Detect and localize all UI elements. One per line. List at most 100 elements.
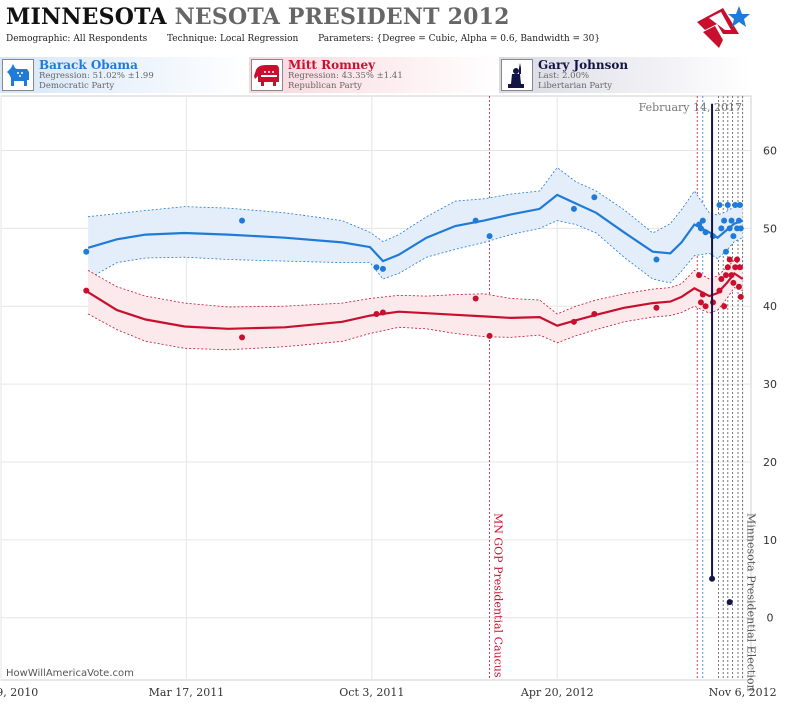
legend-johnson: Gary Johnson Last: 2.00% Libertarian Par… — [499, 57, 749, 93]
poll-point — [724, 202, 731, 209]
poll-point — [653, 304, 660, 311]
technique-value: Local Regression — [219, 34, 299, 44]
donkey-icon — [2, 59, 34, 91]
poll-point — [83, 248, 90, 255]
poll-point — [728, 272, 735, 279]
poll-point — [486, 332, 493, 339]
poll-point — [724, 264, 731, 271]
poll-point — [734, 256, 741, 263]
poll-point — [726, 256, 733, 263]
lower-bound-line — [87, 220, 743, 284]
date-stamp: February 14, 2017 — [639, 101, 742, 114]
x-tick-label: Mar 17, 2011 — [149, 686, 225, 699]
parameters-line: Demographic: All Respondents Technique: … — [6, 34, 600, 44]
y-tick-label: 10 — [763, 534, 777, 547]
y-tick-label: 60 — [763, 145, 777, 158]
y-tick-label: 30 — [763, 378, 777, 391]
poll-point — [570, 318, 577, 325]
poll-point — [702, 229, 709, 236]
lower-bound-line — [87, 287, 743, 351]
confidence-band — [88, 167, 743, 283]
poll-point — [486, 233, 493, 240]
poll-point — [730, 279, 737, 286]
poll-point — [735, 217, 742, 224]
poll-point — [716, 202, 723, 209]
upper-bound-line — [87, 259, 743, 315]
poll-point — [591, 311, 598, 318]
legend-romney: Mitt Romney Regression: 43.35% ±1.41 Rep… — [249, 57, 499, 93]
poll-point — [736, 202, 743, 209]
demographic-label: Demographic: — [6, 34, 71, 44]
romney-regression: Regression: 43.35% ±1.41 — [288, 71, 403, 81]
y-tick-label: 20 — [763, 456, 777, 469]
poll-point — [239, 334, 246, 341]
header: MINNESOTA NESOTA PRESIDENT 2012 Demograp… — [0, 0, 789, 56]
poll-point — [722, 248, 729, 255]
event-label: MN GOP Presidential Caucus — [492, 513, 505, 678]
x-tick-label: Oct 3, 2011 — [339, 686, 404, 699]
poll-point — [730, 233, 737, 240]
johnson-name: Gary Johnson — [538, 58, 629, 72]
poll-point — [570, 205, 577, 212]
obama-regression: Regression: 51.02% ±1.99 — [39, 71, 154, 81]
poll-chart: 0 10 20 30 40 50 60 Aug 29, 2010 Mar 17, 2011 Oct… — [0, 95, 777, 699]
poll-point — [702, 303, 709, 310]
demographic-value: All Respondents — [73, 34, 148, 44]
x-tick-label: Apr 20, 2012 — [520, 686, 594, 699]
elephant-icon — [251, 59, 283, 91]
title-race: NESOTA PRESIDENT 2012 — [174, 4, 510, 30]
poll-point — [728, 217, 735, 224]
upper-bound-line — [88, 167, 743, 243]
y-tick-label: 40 — [763, 300, 777, 313]
johnson-last: Last: 2.00% — [538, 71, 590, 81]
johnson-party: Libertarian Party — [538, 81, 613, 91]
title-state: MINNESOTA — [6, 4, 167, 30]
obama-party: Democratic Party — [39, 81, 115, 91]
site-logo — [697, 6, 750, 48]
candidate-legend: Barack Obama Regression: 51.02% ±1.99 De… — [0, 57, 789, 93]
romney-name: Mitt Romney — [288, 58, 376, 72]
poll-point — [732, 202, 739, 209]
page-title: MINNESOTA NESOTA PRESIDENT 2012 — [6, 4, 510, 30]
poll-point — [726, 599, 733, 606]
poll-point — [736, 264, 743, 271]
poll-point — [699, 291, 706, 298]
technique-label: Technique: — [167, 34, 218, 44]
obama-name: Barack Obama — [39, 58, 138, 72]
poll-point — [737, 225, 744, 232]
x-tick-label: Nov 6, 2012 — [709, 686, 777, 699]
romney-party: Republican Party — [288, 81, 362, 91]
poll-point — [709, 575, 716, 582]
poll-point — [722, 272, 729, 279]
parameters-value: {Degree = Cubic, Alpha = 0.6, Bandwidth … — [376, 34, 601, 44]
poll-point — [718, 275, 725, 282]
poll-point — [83, 287, 90, 294]
parameters-label: Parameters: — [318, 34, 374, 44]
poll-point — [726, 225, 733, 232]
poll-point — [721, 217, 728, 224]
poll-point — [373, 311, 380, 318]
legend-obama: Barack Obama Regression: 51.02% ±1.99 De… — [0, 57, 250, 93]
poll-point — [737, 293, 744, 300]
poll-point — [472, 295, 479, 302]
poll-point — [721, 303, 728, 310]
poll-point — [373, 264, 380, 271]
poll-point — [732, 264, 739, 271]
poll-point — [591, 194, 598, 201]
poll-point — [735, 283, 742, 290]
site-credit: HowWillAmericaVote.com — [6, 668, 134, 679]
poll-point — [239, 217, 246, 224]
poll-point — [696, 272, 703, 279]
plot-frame — [0, 95, 752, 681]
y-tick-label: 0 — [767, 612, 774, 625]
poll-point — [653, 256, 660, 263]
poll-point — [718, 225, 725, 232]
y-tick-label: 50 — [763, 222, 777, 235]
poll-point — [697, 225, 704, 232]
poll-point — [472, 217, 479, 224]
poll-point — [697, 299, 704, 306]
liberty-icon — [501, 59, 533, 91]
x-tick-label: Aug 29, 2010 — [0, 686, 38, 699]
poll-point — [379, 265, 386, 272]
poll-point — [716, 287, 723, 294]
